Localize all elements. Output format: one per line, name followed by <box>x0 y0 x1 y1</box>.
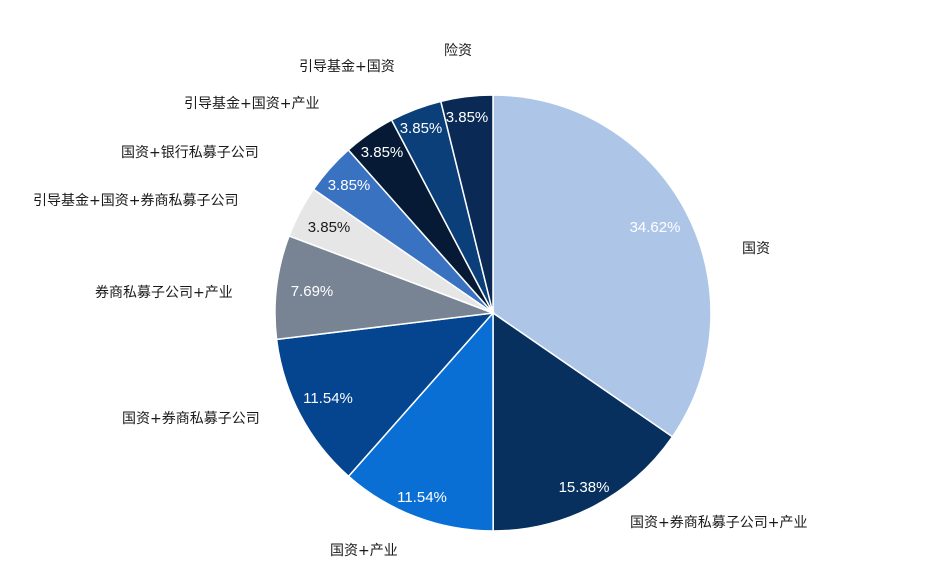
slice-value-label: 7.69% <box>291 283 334 300</box>
pie-slice <box>274 234 494 341</box>
slice-category-label: 国资+产业 <box>330 543 398 559</box>
slice-category-label: 险资 <box>444 43 472 59</box>
slice-category-label: 国资+银行私募子公司 <box>121 145 259 161</box>
slice-value-label: 11.54% <box>397 489 447 506</box>
pie-slice <box>492 94 712 438</box>
slice-category-label: 国资+券商私募子公司+产业 <box>630 515 807 531</box>
slice-value-label: 3.85% <box>328 177 371 194</box>
pie-slice <box>275 312 495 478</box>
pie-slice <box>347 311 494 532</box>
slice-value-label: 11.54% <box>303 390 353 407</box>
slice-category-label: 国资 <box>742 241 770 257</box>
slice-value-label: 3.85% <box>446 109 489 126</box>
pie-slice <box>492 311 674 532</box>
slice-value-label: 3.85% <box>400 120 443 137</box>
slice-value-label: 3.85% <box>361 144 404 161</box>
slice-category-label: 引导基金+国资 <box>299 58 395 75</box>
slice-category-label: 引导基金+国资+券商私募子公司 <box>33 192 238 209</box>
slice-value-label: 34.62% <box>630 219 681 236</box>
slice-category-label: 国资+券商私募子公司 <box>122 411 260 427</box>
slice-category-label: 引导基金+国资+产业 <box>184 95 319 112</box>
slice-value-label: 15.38% <box>559 479 610 496</box>
slice-category-label: 券商私募子公司+产业 <box>95 285 233 301</box>
pie-slice <box>439 94 494 314</box>
slice-value-label: 3.85% <box>308 219 351 236</box>
